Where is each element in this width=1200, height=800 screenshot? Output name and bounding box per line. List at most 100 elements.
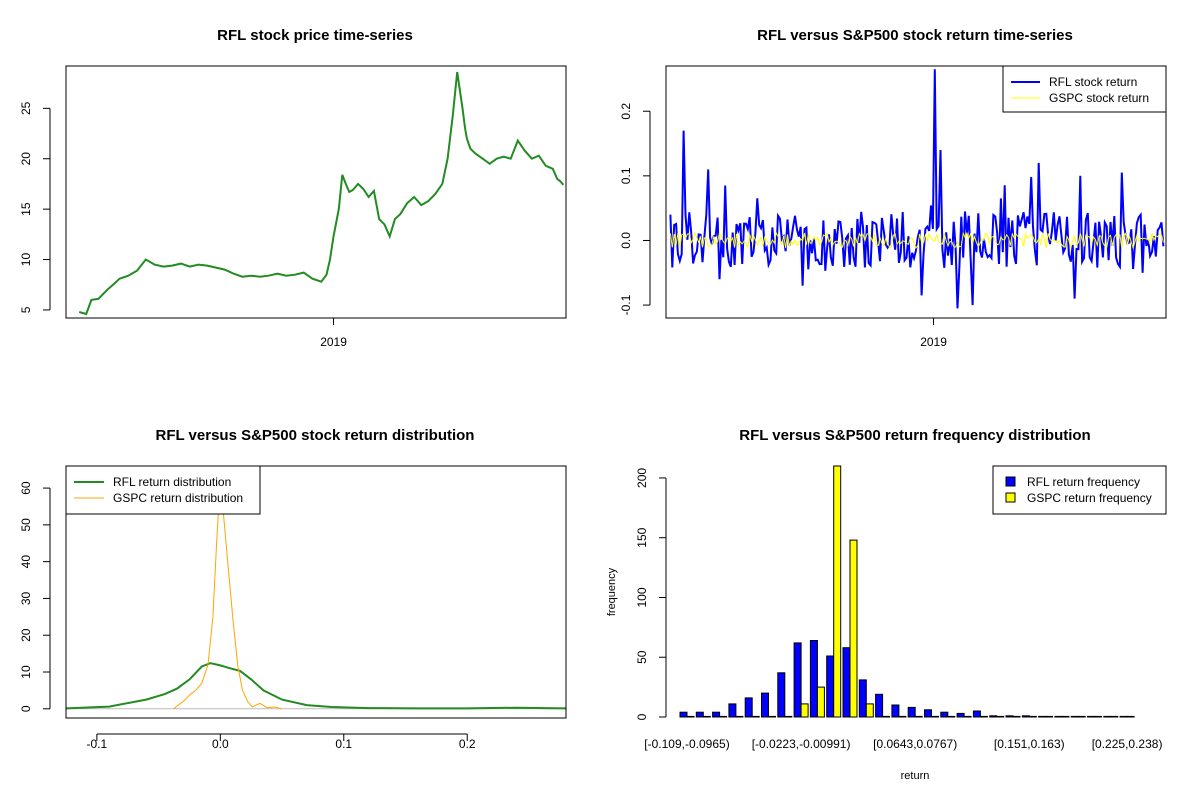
legend: RFL stock return GSPC stock return	[1002, 65, 1167, 113]
rfl-frequency-bar	[1070, 715, 1079, 718]
rfl-frequency-bar	[761, 692, 769, 718]
plot-area	[65, 497, 567, 710]
legend-box	[65, 465, 261, 515]
y-tick-label: 0.1	[619, 167, 633, 184]
gspc-frequency-bar	[1110, 715, 1119, 718]
gspc-frequency-bar	[735, 715, 744, 718]
rfl-frequency-bar	[695, 711, 704, 718]
rfl-frequency-bar	[777, 672, 786, 718]
chart-title: RFL stock price time-series	[217, 27, 413, 44]
x-tick-label: -0.1	[87, 737, 108, 751]
gspc-frequency-bar	[784, 715, 793, 718]
y-tick-label: 50	[19, 518, 33, 532]
return-density-panel: RFL versus S&P500 stock return distribut…	[19, 427, 567, 751]
x-tick-label: [0.0643,0.0767)	[873, 737, 957, 751]
gspc-frequency-bar	[849, 539, 858, 718]
axes: 0 50 100 150 200 [-0.109,-0.0965) [-0.0223,-0.…	[635, 468, 1162, 751]
rfl-frequency-bar	[842, 647, 851, 718]
y-tick-label: 5	[19, 306, 33, 313]
y-tick-label: 40	[19, 555, 33, 569]
rfl-frequency-bar	[972, 710, 981, 718]
y-tick-label: 10	[19, 665, 33, 679]
plot-frame	[65, 465, 567, 719]
gspc-frequency-bar	[800, 703, 809, 718]
legend-box	[1002, 65, 1167, 113]
plot-area	[78, 71, 565, 316]
gspc-density-line	[173, 497, 283, 710]
y-tick-label: 30	[19, 591, 33, 605]
legend-label: RFL return distribution	[113, 475, 231, 489]
legend-label: RFL return frequency	[1027, 475, 1140, 489]
legend-swatch	[1005, 492, 1016, 503]
gspc-frequency-bar	[816, 686, 825, 718]
legend-label: RFL stock return	[1049, 75, 1137, 89]
y-tick-label: 0	[19, 705, 33, 712]
rfl-frequency-bar	[1005, 715, 1014, 718]
chart-title: RFL versus S&P500 stock return time-seri…	[757, 27, 1073, 44]
rfl-frequency-bar	[858, 679, 867, 718]
axes: 0 10 20 30 40 50 60 -0.1 0.0 0.1 0.2	[19, 481, 476, 751]
legend: RFL return frequency GSPC return frequen…	[992, 465, 1167, 515]
y-tick-label: 0.0	[619, 232, 633, 249]
x-tick-label: 0.1	[335, 737, 352, 751]
x-tick-label: [0.225,0.238)	[1092, 737, 1163, 751]
gspc-frequency-bar	[1126, 715, 1135, 718]
gspc-frequency-bar	[1094, 715, 1102, 718]
gspc-frequency-bar	[1028, 715, 1037, 718]
gspc-frequency-bar	[979, 715, 988, 718]
axes: -0.1 0.0 0.1 0.2 2019	[619, 103, 947, 349]
rfl-frequency-bar	[989, 715, 998, 718]
rfl-frequency-bar	[793, 642, 802, 718]
gspc-return-line	[669, 231, 1164, 250]
x-tick-label: 2019	[320, 335, 347, 349]
x-tick-label: [-0.0223,-0.00991)	[752, 737, 851, 751]
legend-label: GSPC return distribution	[113, 491, 243, 505]
rfl-frequency-bar	[826, 655, 835, 718]
x-tick-label: [-0.109,-0.0965)	[644, 737, 729, 751]
rfl-frequency-bar	[1087, 715, 1095, 718]
legend-swatch	[1005, 476, 1016, 487]
x-tick-label: 0.0	[212, 737, 229, 751]
y-tick-label: 15	[19, 202, 33, 216]
gspc-frequency-bar	[833, 465, 842, 718]
x-axis-label: return	[901, 770, 930, 782]
gspc-frequency-bar	[914, 715, 923, 718]
plot-area	[679, 465, 1135, 718]
price-line	[78, 71, 565, 316]
y-tick-label: 0	[635, 713, 649, 720]
gspc-frequency-bar	[882, 715, 891, 718]
legend: RFL return distribution GSPC return dist…	[65, 465, 261, 515]
gspc-frequency-bar	[1045, 715, 1054, 718]
x-tick-label: 0.2	[459, 737, 476, 751]
rfl-frequency-bar	[940, 711, 949, 718]
rfl-frequency-bar	[728, 703, 737, 718]
rfl-frequency-bar	[956, 712, 965, 718]
gspc-frequency-bar	[963, 715, 972, 718]
rfl-frequency-bar	[1021, 715, 1030, 718]
price-timeseries-panel: RFL stock price time-series 5 10 15 20 25 201…	[19, 27, 567, 349]
rfl-frequency-bar	[679, 711, 688, 718]
gspc-frequency-bar	[686, 715, 695, 718]
y-tick-label: 20	[19, 152, 33, 166]
legend-label: GSPC return frequency	[1027, 491, 1152, 505]
y-tick-label: 0.2	[619, 103, 633, 120]
chart-title: RFL versus S&P500 return frequency distr…	[739, 427, 1090, 444]
rfl-frequency-bar	[809, 640, 818, 718]
plot-area	[669, 69, 1165, 309]
rfl-frequency-bar	[1038, 715, 1047, 718]
gspc-frequency-bar	[931, 715, 939, 718]
chart-title: RFL versus S&P500 stock return distribut…	[156, 427, 475, 444]
rfl-frequency-bar	[1103, 715, 1112, 718]
y-tick-label: 200	[635, 468, 649, 488]
y-tick-label: 150	[635, 527, 649, 547]
x-tick-label: [0.151,0.163)	[994, 737, 1065, 751]
x-tick-label: 2019	[920, 335, 947, 349]
gspc-frequency-bar	[865, 703, 874, 718]
gspc-frequency-bar	[1077, 715, 1086, 718]
gspc-frequency-bar	[996, 715, 1005, 718]
rfl-frequency-bar	[891, 704, 900, 718]
rfl-frequency-bar	[744, 697, 753, 718]
y-tick-label: -0.1	[619, 294, 633, 315]
y-tick-label: 20	[19, 628, 33, 642]
rfl-frequency-bar	[1054, 715, 1063, 718]
